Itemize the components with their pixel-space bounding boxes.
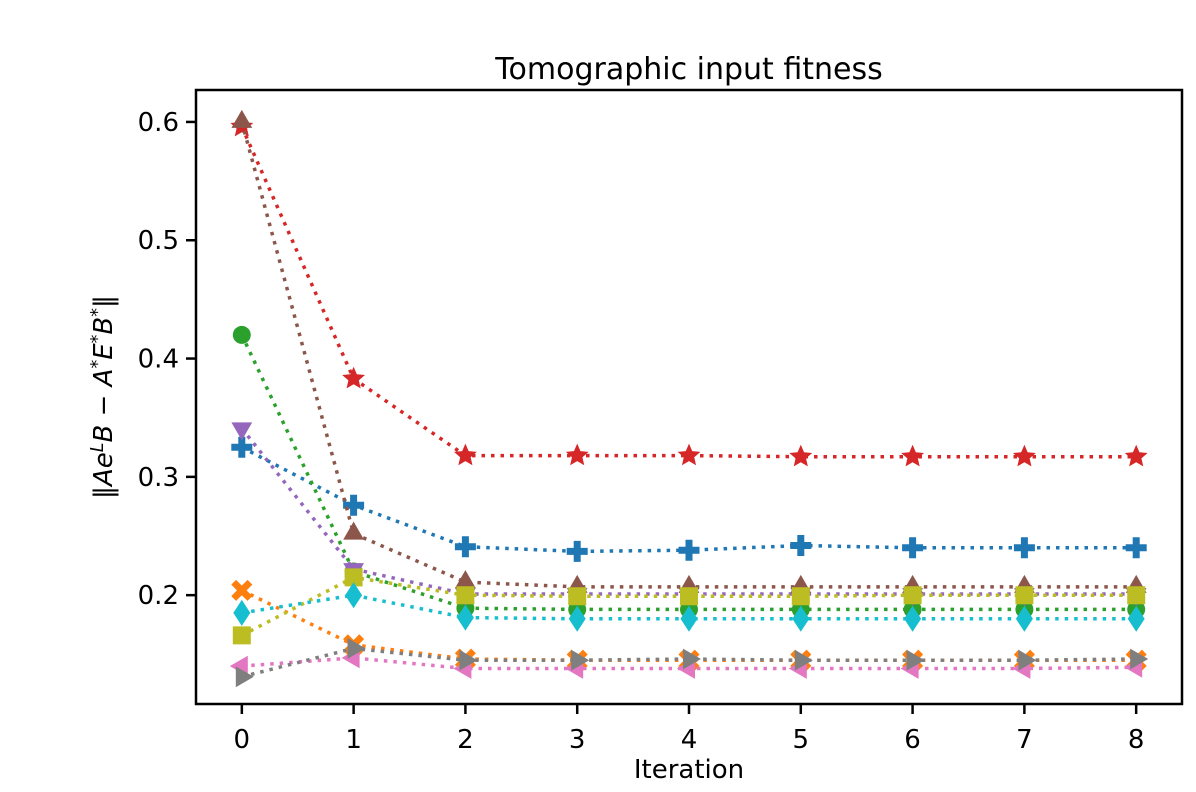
y-tick-label: 0.2 (138, 581, 179, 611)
star-marker (342, 366, 366, 389)
y-tick-label: 0.4 (138, 345, 179, 375)
star-marker (453, 443, 477, 466)
plus-marker (454, 536, 476, 558)
square-marker (903, 586, 922, 605)
square-marker (456, 586, 475, 605)
diamond-marker (1127, 605, 1145, 632)
x-tick-label: 5 (793, 725, 810, 755)
x-axis-label: Iteration (634, 755, 744, 785)
triangle-right-marker (906, 649, 925, 671)
x-tick-label: 7 (1016, 725, 1033, 755)
triangle-right-marker (794, 649, 813, 671)
plus-marker (343, 494, 365, 516)
x-tick-label: 2 (457, 725, 474, 755)
square-marker (344, 568, 363, 587)
plus-marker (566, 540, 588, 562)
triangle-right-marker (1018, 649, 1037, 671)
plus-marker (231, 436, 253, 458)
plus-marker (678, 539, 700, 561)
series-brown-triangle-up (231, 109, 1147, 593)
star-marker (1012, 444, 1036, 467)
series-line-orange-x (241, 588, 1137, 662)
series-cyan-diamond (233, 582, 1145, 632)
diamond-marker (792, 605, 810, 632)
diamond-marker (456, 604, 474, 631)
triangle-right-marker (235, 666, 254, 688)
chart-title: Tomographic input fitness (494, 52, 882, 87)
y-tick-label: 0.3 (138, 463, 179, 493)
triangle-up-marker (455, 570, 476, 589)
square-marker (232, 626, 251, 645)
star-marker (677, 443, 701, 466)
square-marker (791, 587, 810, 606)
diamond-marker (1015, 605, 1033, 632)
series-blue-plus (231, 436, 1147, 562)
diamond-marker (345, 582, 363, 609)
series-line-olive-square (240, 575, 1137, 637)
square-marker (568, 587, 587, 606)
y-tick-label: 0.6 (138, 108, 179, 138)
x-tick-label: 8 (1128, 725, 1145, 755)
series-line-gray-triangle-right (241, 646, 1137, 679)
x-tick-label: 1 (345, 725, 362, 755)
triangle-right-marker (1130, 648, 1149, 670)
star-marker (789, 444, 813, 467)
series-red-star (230, 114, 1148, 467)
square-marker (1015, 586, 1034, 605)
star-marker (901, 444, 925, 467)
plus-marker (1125, 537, 1147, 559)
diamond-marker (568, 605, 586, 632)
triangle-up-marker (231, 109, 253, 128)
diamond-marker (904, 605, 922, 632)
series-olive-square (232, 568, 1146, 645)
x-marker (231, 579, 253, 601)
star-marker (1124, 444, 1148, 467)
series-green-circle (232, 325, 1146, 619)
diamond-marker (233, 599, 251, 626)
series-gray-triangle-right (235, 638, 1149, 688)
plus-marker (1013, 537, 1035, 559)
triangle-up-marker (343, 521, 364, 540)
series-line-brown-triangle-up (240, 121, 1137, 589)
series-line-blue-plus (240, 445, 1137, 554)
star-marker (565, 443, 589, 466)
x-tick-label: 0 (234, 725, 251, 755)
square-marker (680, 587, 698, 606)
triangle-right-marker (347, 638, 366, 659)
y-tick-label: 0.5 (138, 226, 179, 256)
y-axis-label: ‖AeLB − A*E*B*‖ (88, 295, 119, 499)
series-line-green-circle (240, 334, 1137, 612)
plus-marker (902, 537, 924, 559)
plus-marker (790, 535, 812, 556)
triangle-right-marker (459, 649, 478, 671)
series-line-red-star (240, 125, 1137, 459)
axes: 0 1 2 3 4 5 6 7 8 0.2 0.3 0.4 0.5 0.6 (138, 88, 1184, 755)
diamond-marker (680, 605, 698, 632)
circle-marker (232, 325, 251, 344)
triangle-down-marker (231, 422, 253, 441)
x-tick-label: 6 (904, 725, 921, 755)
square-marker (1127, 586, 1146, 605)
data-series (229, 109, 1149, 688)
triangle-right-marker (571, 649, 590, 671)
triangle-right-marker (683, 648, 701, 670)
x-tick-label: 4 (681, 725, 698, 755)
x-tick-label: 3 (569, 725, 586, 755)
